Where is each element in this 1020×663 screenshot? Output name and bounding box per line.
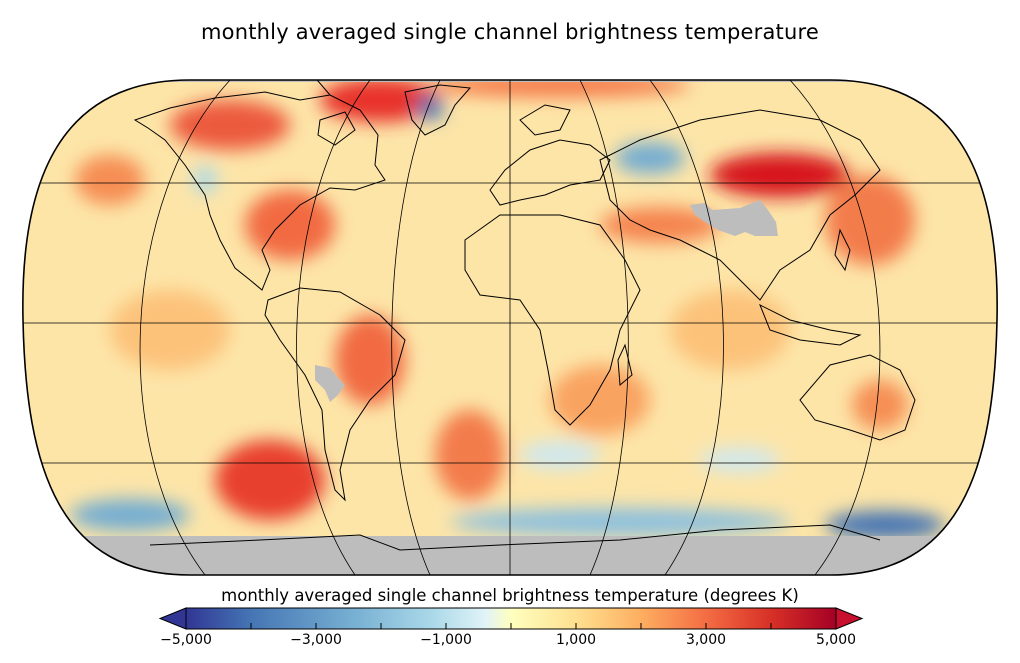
colorbar-over-arrow	[835, 607, 864, 630]
colorbar-tick-label: 1,000	[555, 632, 597, 648]
colorbar-label: monthly averaged single channel brightne…	[221, 586, 799, 605]
map-title: monthly averaged single channel brightne…	[201, 20, 819, 44]
graticule	[22, 80, 998, 575]
colorbar-tick-label: −5,000	[160, 632, 212, 648]
colorbar-tick-label: 3,000	[685, 632, 727, 648]
coastlines	[133, 80, 916, 551]
colorbar-under-arrow	[158, 607, 187, 630]
colorbar-tick-label: 5,000	[815, 632, 857, 648]
globe-outline	[22, 79, 998, 576]
colorbar-tick-label: −1,000	[420, 632, 472, 648]
colorbar	[158, 607, 864, 630]
colorbar-tick-label: −3,000	[290, 632, 342, 648]
